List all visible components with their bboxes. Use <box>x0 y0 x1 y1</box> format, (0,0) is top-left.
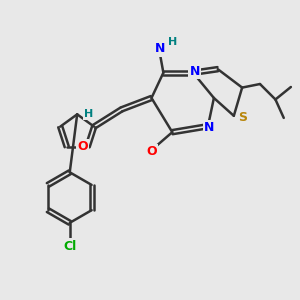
Text: N: N <box>189 65 200 78</box>
Text: N: N <box>204 121 214 134</box>
Text: N: N <box>155 42 166 56</box>
Text: Cl: Cl <box>63 239 76 253</box>
Text: H: H <box>168 38 178 47</box>
Text: H: H <box>84 109 93 119</box>
Text: O: O <box>77 140 88 153</box>
Text: S: S <box>238 111 247 124</box>
Text: O: O <box>146 145 157 158</box>
